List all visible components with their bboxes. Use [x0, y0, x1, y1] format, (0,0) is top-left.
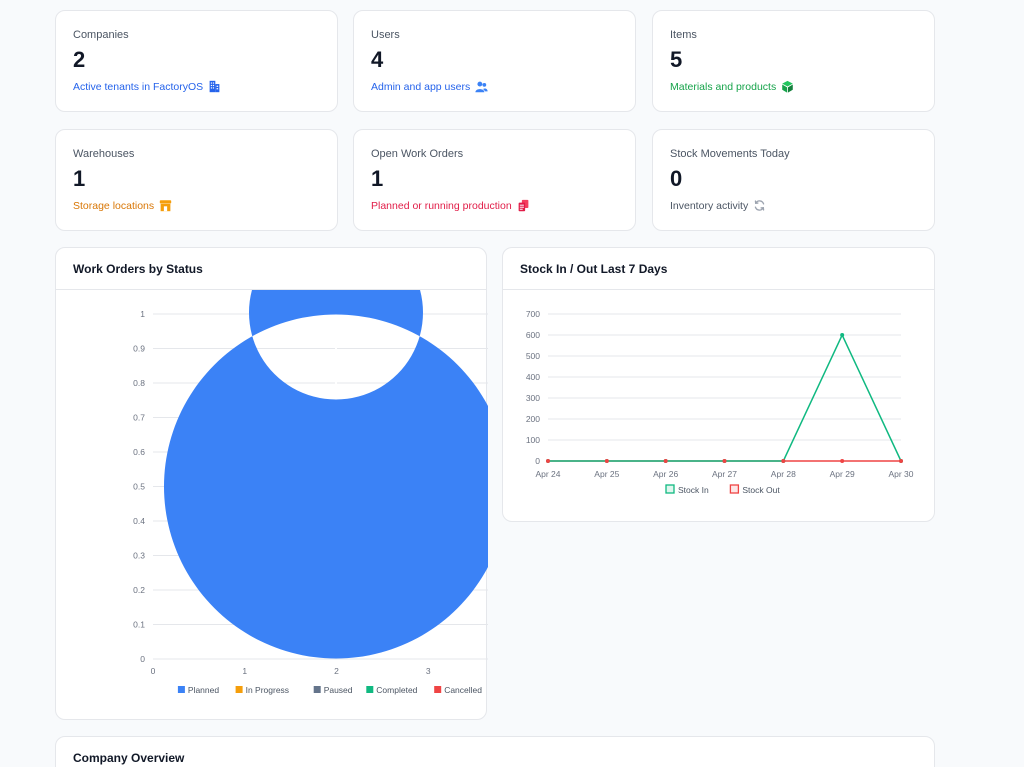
panel-title: Company Overview	[73, 751, 185, 765]
data-point-stock-out	[604, 459, 609, 463]
stock-in-out-panel: Stock In / Out Last 7 Days 0 100 200 300 400…	[502, 247, 935, 522]
stat-subtitle-text: Materials and products	[670, 80, 777, 93]
stat-subtitle: Active tenants in FactoryOS	[73, 80, 320, 93]
y-tick-label: 0.3	[133, 551, 145, 561]
legend-label: Completed	[376, 685, 417, 695]
y-tick-label: 700	[526, 309, 540, 319]
stat-label: Companies	[73, 29, 129, 41]
legend-label: Stock In	[678, 485, 709, 495]
panel-title: Work Orders by Status	[56, 248, 486, 290]
x-tick-label: 1	[242, 666, 247, 676]
legend-label: Cancelled	[444, 685, 482, 695]
stat-subtitle: Admin and app users	[371, 80, 618, 93]
y-tick-label: 400	[526, 372, 540, 382]
y-tick-label: 0.6	[133, 447, 145, 457]
legend-swatch	[235, 686, 243, 693]
legend-swatch	[434, 686, 442, 693]
y-tick-label: 0.4	[133, 516, 145, 526]
y-tick-label: 0.5	[133, 482, 145, 492]
stat-card-items: Items 5 Materials and products	[652, 10, 935, 112]
stat-value: 1	[73, 166, 86, 191]
legend-label: Stock Out	[742, 485, 780, 495]
y-tick-label: 0.7	[133, 413, 145, 423]
copy-icon	[518, 199, 529, 212]
store-icon	[159, 200, 172, 212]
stat-card-open-work-orders: Open Work Orders 1 Planned or running pr…	[353, 129, 636, 231]
data-point-stock-out	[840, 459, 845, 463]
doughnut-slice-planned	[164, 290, 488, 659]
y-tick-label: 0.8	[133, 378, 145, 388]
stat-value: 5	[670, 47, 683, 72]
data-point-stock-in	[840, 333, 845, 337]
stat-subtitle: Storage locations	[73, 199, 320, 212]
stat-subtitle-text: Storage locations	[73, 199, 155, 212]
data-point-stock-out	[781, 459, 786, 463]
stat-label: Warehouses	[73, 148, 135, 160]
x-tick-label: Apr 29	[830, 469, 855, 479]
data-point-stock-out	[663, 459, 668, 463]
legend-label: In Progress	[246, 685, 289, 695]
x-tick-label: Apr 27	[712, 469, 737, 479]
refresh-icon	[754, 200, 765, 211]
data-point-stock-out	[899, 459, 903, 463]
panel-title: Stock In / Out Last 7 Days	[503, 248, 934, 290]
y-tick-label: 600	[526, 330, 540, 340]
legend-swatch	[729, 484, 740, 494]
x-tick-label: Apr 24	[535, 469, 560, 479]
stat-subtitle: Planned or running production	[371, 199, 618, 212]
x-tick-label: Apr 28	[771, 469, 796, 479]
y-tick-label: 200	[526, 414, 540, 424]
y-tick-label: 500	[526, 351, 540, 361]
y-tick-label: 0.9	[133, 344, 145, 354]
cube-icon	[782, 80, 794, 93]
x-tick-label: Apr 26	[653, 469, 678, 479]
stat-card-stock-movements: Stock Movements Today 0 Inventory activi…	[652, 129, 935, 231]
stat-value: 2	[73, 47, 86, 72]
y-tick-label: 0.2	[133, 585, 145, 595]
x-tick-label: 3	[426, 666, 431, 676]
stat-subtitle-text: Active tenants in FactoryOS	[73, 80, 204, 93]
stat-card-companies: Companies 2 Active tenants in FactoryOS	[55, 10, 338, 112]
stat-label: Stock Movements Today	[670, 148, 790, 160]
legend-label: Planned	[188, 685, 219, 695]
y-tick-label: 100	[526, 435, 540, 445]
work-orders-by-status-panel: Work Orders by Status 0 0.1 0.2 0.3 0.4 0.5 0.…	[55, 247, 488, 720]
stat-subtitle: Materials and products	[670, 80, 917, 93]
legend-label: Paused	[324, 685, 353, 695]
stat-label: Users	[371, 29, 400, 41]
y-tick-label: 0.1	[133, 620, 145, 630]
stat-value: 1	[371, 166, 384, 191]
x-tick-label: 0	[151, 666, 156, 676]
legend-swatch	[665, 484, 675, 494]
building-icon	[209, 80, 220, 93]
stat-value: 0	[670, 166, 683, 191]
y-tick-label: 300	[526, 393, 540, 403]
stat-subtitle-text: Planned or running production	[371, 199, 512, 212]
x-tick-label: Apr 30	[888, 469, 913, 479]
y-tick-label: 0	[140, 654, 145, 664]
stat-card-users: Users 4 Admin and app users	[353, 10, 636, 112]
stock-in-out-line-chart: 0 100 200 300 400 500 600 700 Apr 24 Apr 25 Apr 26…	[526, 309, 914, 495]
y-tick-label: 1	[140, 309, 145, 319]
work-orders-doughnut-chart: 00.10.20.30.40.50.60.70.80.9101234Planne…	[133, 290, 488, 695]
company-overview-panel: Company Overview	[55, 736, 935, 767]
legend-swatch	[366, 686, 374, 693]
legend-swatch	[177, 686, 185, 693]
stat-subtitle-text: Admin and app users	[371, 80, 471, 93]
x-tick-label: 2	[334, 666, 339, 676]
stat-subtitle-text: Inventory activity	[670, 199, 749, 212]
data-point-stock-out	[546, 459, 550, 463]
legend-swatch	[313, 686, 321, 693]
stat-label: Open Work Orders	[371, 148, 464, 160]
x-tick-label: Apr 25	[594, 469, 619, 479]
stat-label: Items	[670, 29, 697, 41]
stat-card-warehouses: Warehouses 1 Storage locations	[55, 129, 338, 231]
stat-value: 4	[371, 47, 384, 72]
y-tick-label: 0	[535, 456, 540, 466]
users-icon	[475, 81, 488, 93]
data-point-stock-out	[722, 459, 727, 463]
stat-subtitle: Inventory activity	[670, 199, 917, 212]
